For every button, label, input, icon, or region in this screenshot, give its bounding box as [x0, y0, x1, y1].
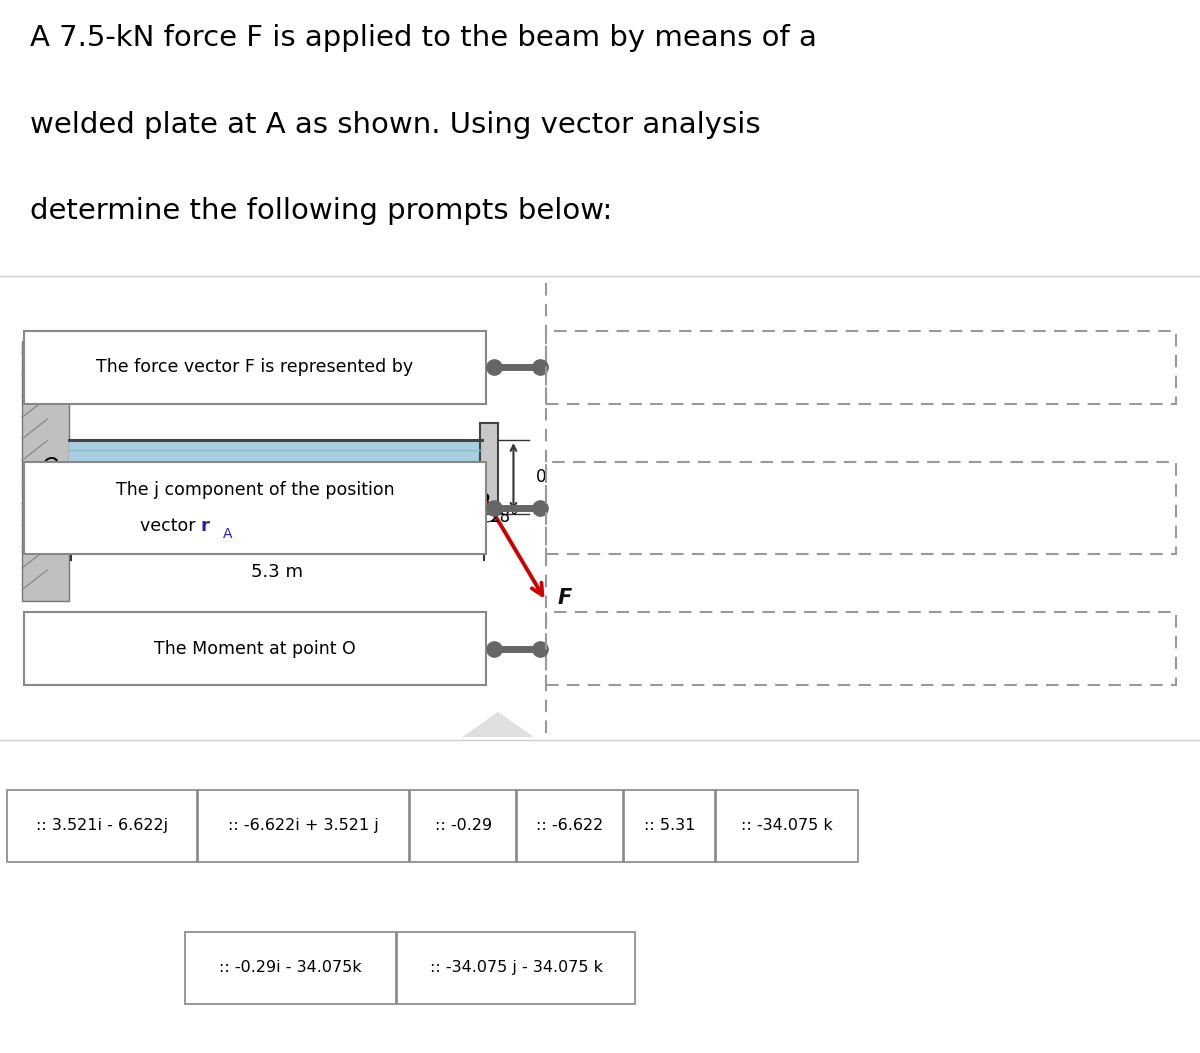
Text: O: O [40, 456, 59, 480]
Text: welded plate at A as shown. Using vector analysis: welded plate at A as shown. Using vector… [30, 111, 761, 139]
Text: :: 3.521i - 6.622j: :: 3.521i - 6.622j [36, 818, 168, 833]
FancyBboxPatch shape [24, 332, 486, 403]
Text: vector: vector [140, 517, 200, 535]
Bar [480, 423, 498, 514]
FancyBboxPatch shape [624, 790, 715, 861]
Text: F: F [557, 589, 571, 609]
FancyBboxPatch shape [546, 462, 1176, 554]
FancyBboxPatch shape [546, 613, 1176, 684]
FancyBboxPatch shape [410, 790, 516, 861]
Text: A 7.5-kN force F is applied to the beam by means of a: A 7.5-kN force F is applied to the beam … [30, 24, 817, 52]
Text: 0.58 m: 0.58 m [535, 468, 594, 485]
Text: :: -0.29: :: -0.29 [434, 818, 492, 833]
FancyBboxPatch shape [716, 790, 858, 861]
FancyBboxPatch shape [24, 613, 486, 684]
FancyBboxPatch shape [24, 462, 486, 554]
FancyBboxPatch shape [546, 332, 1176, 403]
Text: :: -6.622i + 3.521 j: :: -6.622i + 3.521 j [228, 818, 379, 833]
FancyBboxPatch shape [7, 790, 197, 861]
Text: The Moment at point O: The Moment at point O [154, 639, 356, 658]
Text: :: 5.31: :: 5.31 [644, 818, 695, 833]
Text: 28°: 28° [490, 509, 520, 526]
FancyBboxPatch shape [517, 790, 623, 861]
FancyBboxPatch shape [397, 932, 635, 1004]
Text: :: -0.29i - 34.075k: :: -0.29i - 34.075k [220, 960, 361, 975]
Text: :: -34.075 j - 34.075 k: :: -34.075 j - 34.075 k [430, 960, 602, 975]
Text: r: r [200, 517, 210, 535]
Bar [70, 440, 482, 497]
Text: :: -6.622: :: -6.622 [536, 818, 604, 833]
Text: The force vector F is represented by: The force vector F is represented by [96, 358, 414, 377]
Text: A: A [222, 528, 232, 541]
Bar [22, 341, 70, 601]
Polygon shape [462, 712, 534, 737]
Text: determine the following prompts below:: determine the following prompts below: [30, 198, 612, 225]
Text: The j component of the position: The j component of the position [115, 481, 395, 499]
Text: A: A [461, 477, 474, 497]
Text: :: -34.075 k: :: -34.075 k [742, 818, 833, 833]
FancyBboxPatch shape [198, 790, 409, 861]
Text: 5.3 m: 5.3 m [251, 562, 304, 580]
FancyBboxPatch shape [185, 932, 396, 1004]
